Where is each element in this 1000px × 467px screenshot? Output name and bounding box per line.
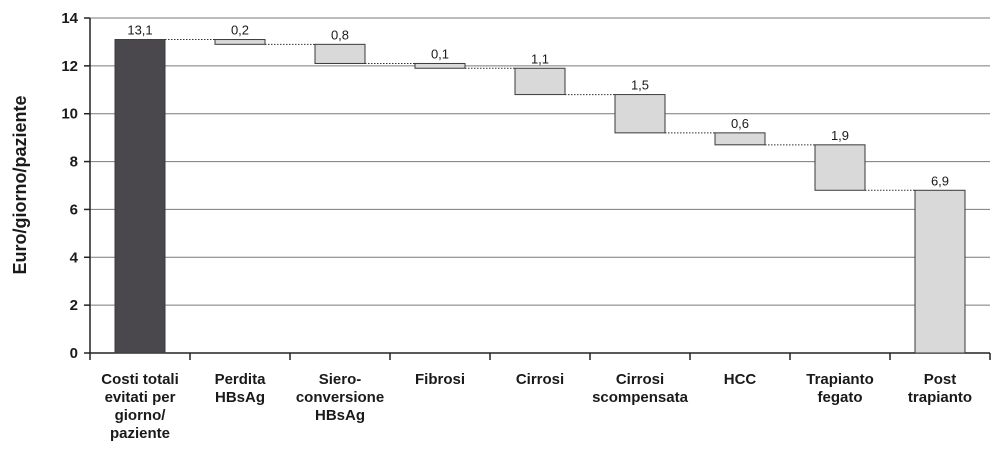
category-label-line: Cirrosi [616,371,664,388]
bar-layer [114,39,966,354]
category-label-line: HCC [724,371,757,388]
category-label-line: Trapianto [806,371,874,388]
axis-layer: 0 2 4 6 8 10 12 14 [61,10,991,362]
category-label-line: conversione [296,389,384,406]
category-label-line: giorno/ [115,407,167,424]
y-tick-label: 12 [61,58,78,75]
category-label-line: HBsAg [315,407,365,424]
category-label-line: trapianto [908,389,972,406]
category-label-line: Cirrosi [516,371,564,388]
data-label-6: 1,5 [631,78,649,93]
y-axis-title: Euro/giorno/paziente [10,95,30,274]
category-label-4: Fibrosi [415,371,465,388]
data-label-2: 0,2 [231,23,249,38]
category-label-5: Cirrosi [516,371,564,388]
category-label-line: paziente [110,425,170,442]
category-label-6: Cirrosi scompensata [592,371,689,406]
category-label-9: Post trapianto [908,371,972,406]
bar-2 [214,39,266,45]
y-tick-label: 10 [61,106,78,123]
category-label-line: Siero- [319,371,362,388]
category-label-2: Perdita HBsAg [215,371,267,406]
category-label-line: Costi totali [101,371,179,388]
y-tick-label: 4 [70,249,79,266]
category-label-7: HCC [724,371,757,388]
data-label-7: 0,6 [731,116,749,131]
category-label-line: Fibrosi [415,371,465,388]
category-label-line: Post [924,371,957,388]
bar-3 [314,43,366,64]
y-tick-label: 14 [61,10,78,27]
data-label-4: 0,1 [431,46,449,61]
category-label-line: HBsAg [215,389,265,406]
category-label-line: scompensata [592,389,689,406]
bar-5 [514,67,566,96]
category-label-line: Perdita [215,371,267,388]
data-label-1: 13,1 [127,23,152,38]
y-tick-label: 8 [70,154,78,171]
data-label-9: 6,9 [931,173,949,188]
connector-layer [165,39,915,191]
bar-8 [814,144,866,191]
bar-7 [714,132,766,146]
label-layer: 13,1 Costi totali evitati per giorno/pazien… [101,23,972,442]
y-tick-label: 0 [70,345,78,362]
category-label-1: Costi totali evitati per giorno/paziente [101,371,179,442]
bar-9 [914,189,966,354]
category-label-line: evitati per [105,389,176,406]
bar-1 [114,39,166,354]
data-label-8: 1,9 [831,128,849,143]
grid-layer [90,17,990,306]
category-label-8: Trapianto fegato [806,371,874,406]
y-tick-label: 6 [70,201,78,218]
category-label-3: Siero-conversione HBsAg [296,371,384,424]
bar-4 [414,62,466,69]
data-label-5: 1,1 [531,51,549,66]
bar-6 [614,94,666,134]
category-label-line: fegato [818,389,863,406]
y-tick-label: 2 [70,297,78,314]
data-label-3: 0,8 [331,27,349,42]
